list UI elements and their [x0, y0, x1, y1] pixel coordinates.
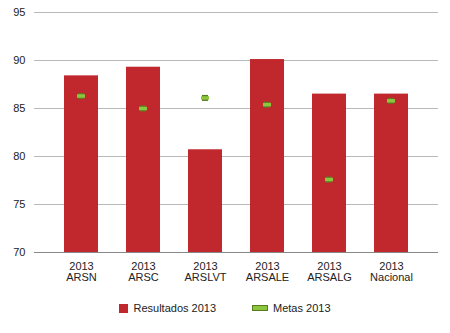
svg-text:2013ARSN: 2013ARSN — [66, 260, 97, 283]
svg-text:70: 70 — [13, 246, 25, 258]
svg-text:2013ARSALG: 2013ARSALG — [307, 260, 352, 283]
html-text:Resultados 2013: Resultados 2013 — [133, 302, 216, 314]
svg-text:95: 95 — [13, 6, 25, 18]
svg-text:90: 90 — [13, 54, 25, 66]
svg-text:2013ARSC: 2013ARSC — [128, 260, 159, 283]
svg-text:80: 80 — [13, 150, 25, 162]
html-text:Metas 2013: Metas 2013 — [273, 302, 331, 314]
svg-text:2013ARSALE: 2013ARSALE — [246, 260, 289, 283]
svg-text:2013ARSLVT: 2013ARSLVT — [185, 260, 227, 283]
svg-text:75: 75 — [13, 198, 25, 210]
svg-text:85: 85 — [13, 102, 25, 114]
svg-text:2013Nacional: 2013Nacional — [370, 260, 413, 283]
